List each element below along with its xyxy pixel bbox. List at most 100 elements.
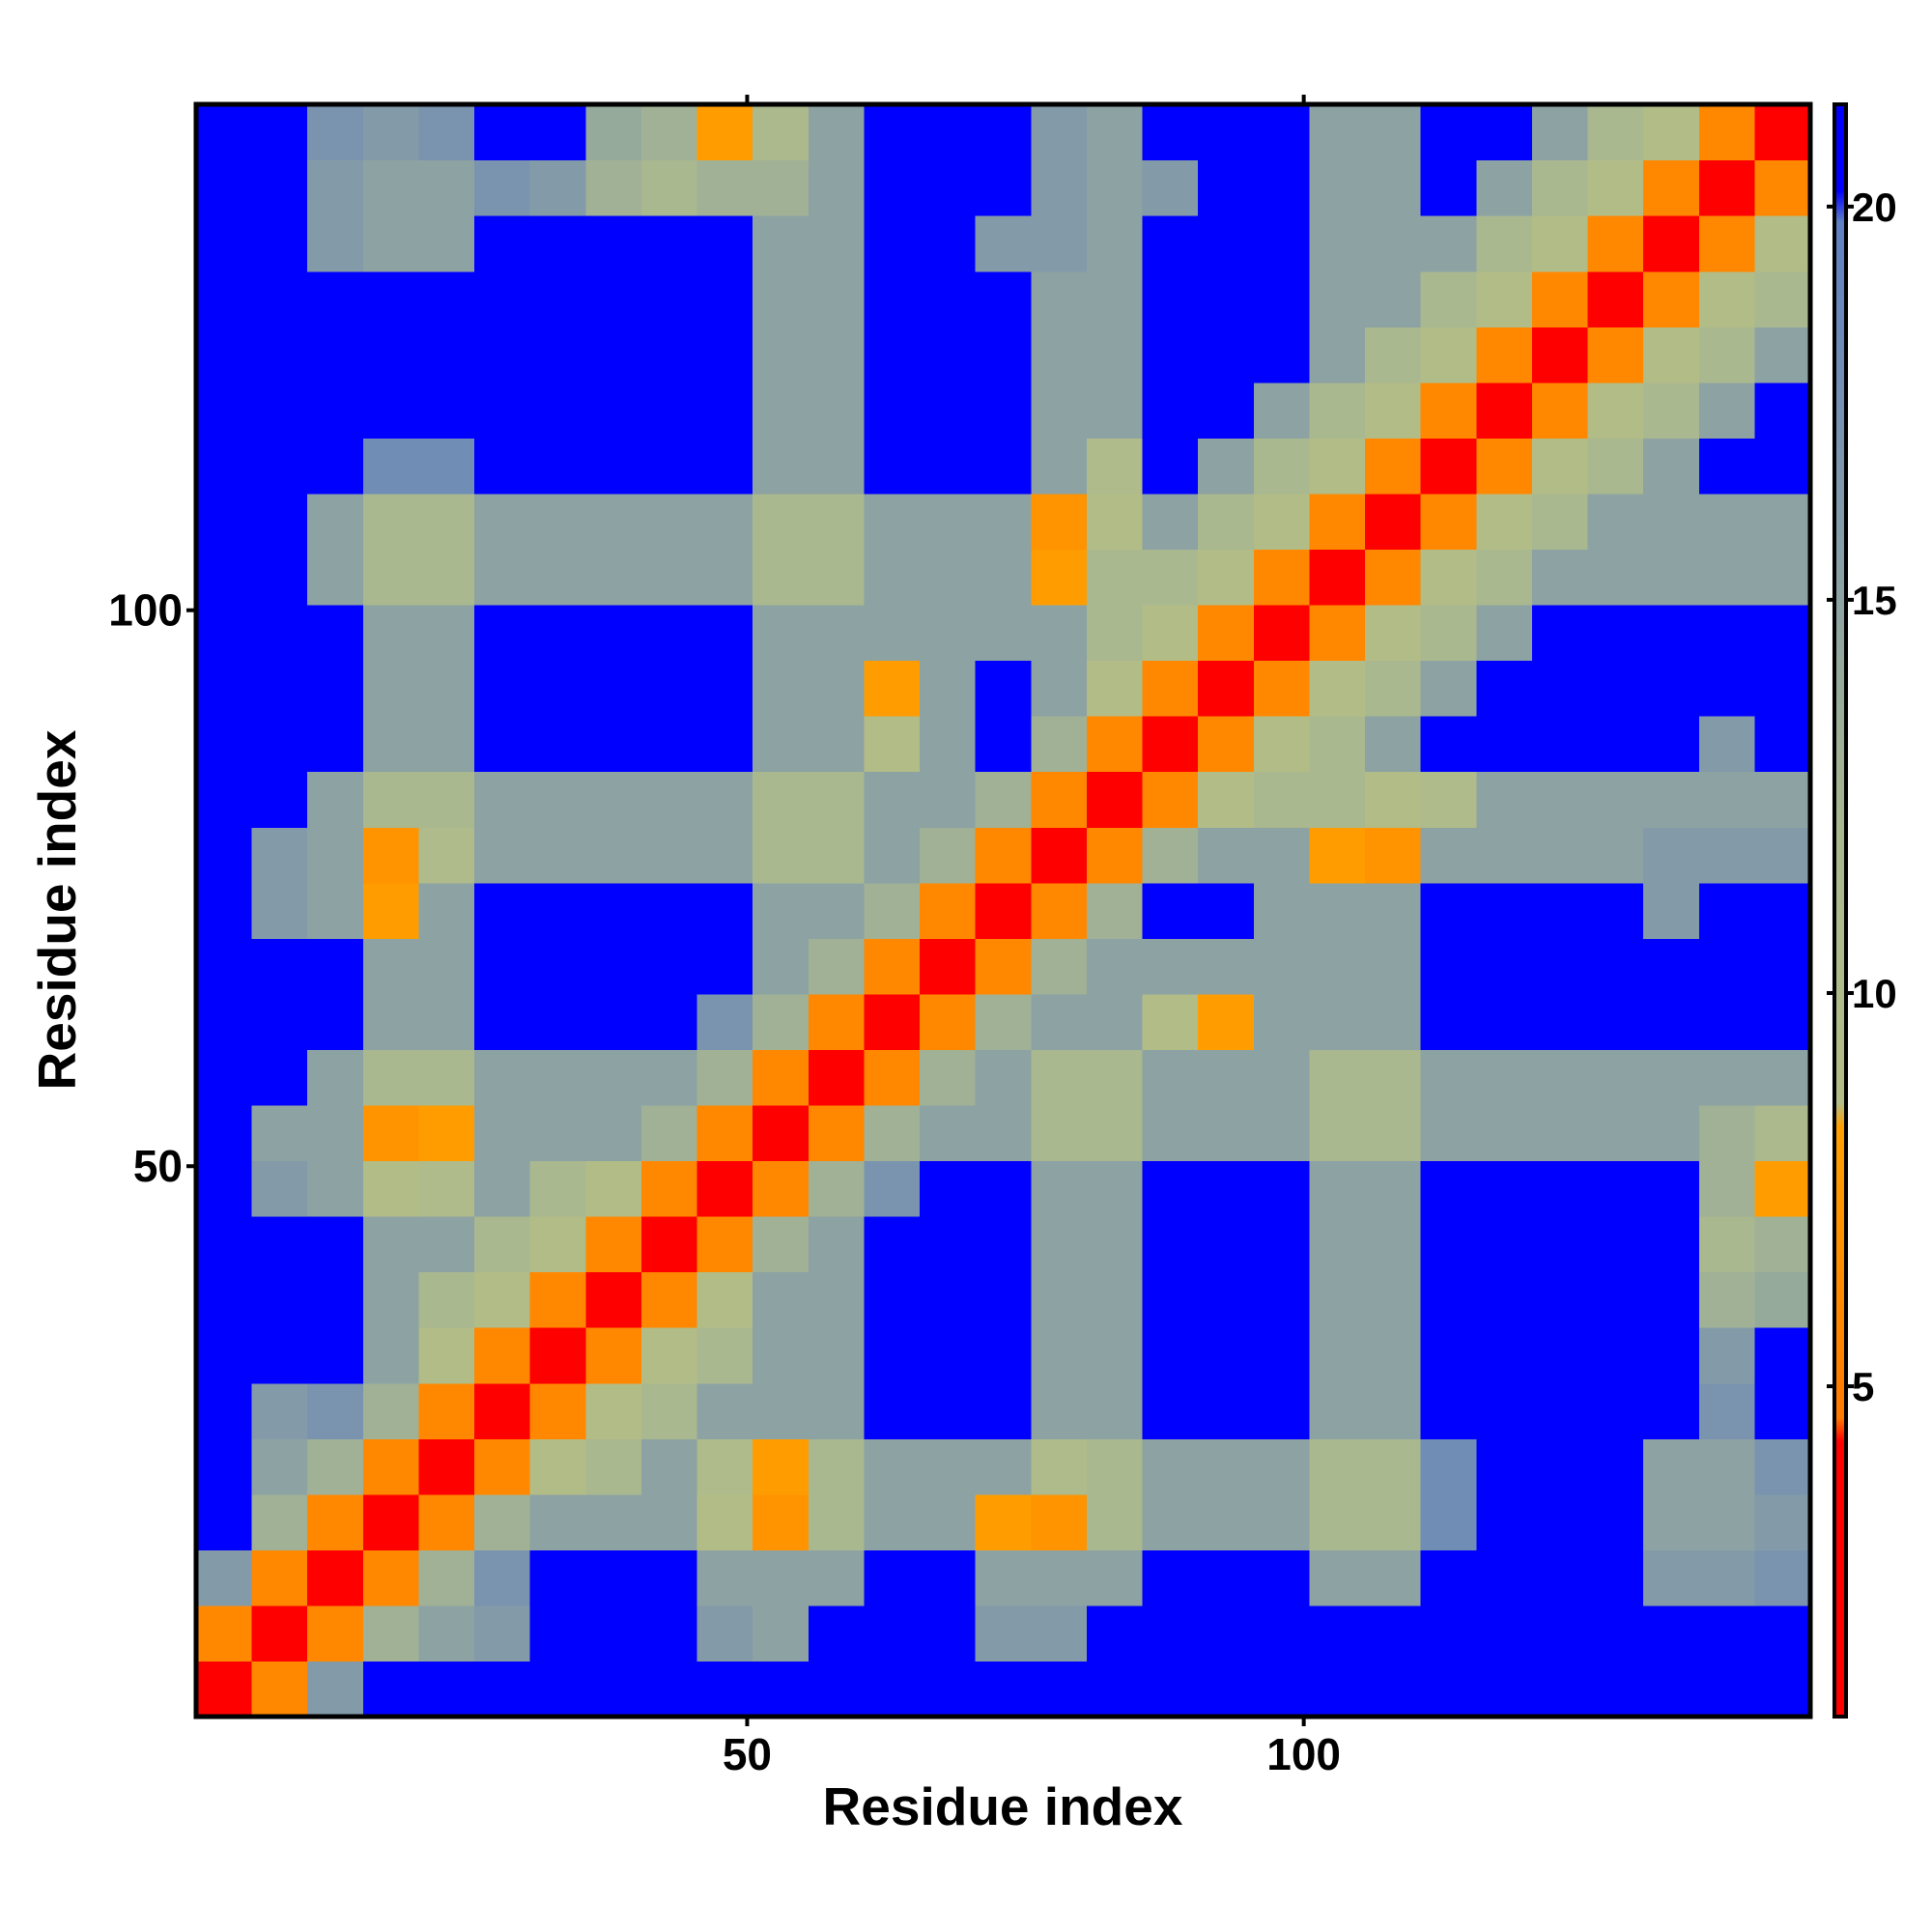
heatmap-cell [1698, 1661, 1755, 1718]
heatmap-cell [1587, 1327, 1644, 1384]
heatmap-cell [1365, 104, 1422, 161]
heatmap-cell [808, 270, 866, 327]
heatmap-cell [474, 270, 531, 327]
heatmap-cell [1643, 1049, 1700, 1106]
heatmap-cell [474, 215, 531, 272]
heatmap-cell [362, 1160, 420, 1217]
heatmap-cell [920, 1104, 977, 1162]
heatmap-cell [1698, 1216, 1755, 1273]
heatmap-cells [196, 104, 1811, 1718]
heatmap-cell [1086, 1104, 1144, 1162]
heatmap-cell [696, 1438, 753, 1495]
heatmap-cell [418, 549, 475, 606]
heatmap-cell [1587, 159, 1644, 216]
heatmap-cell [1198, 327, 1255, 384]
heatmap-cell [1309, 771, 1366, 828]
heatmap-cell [1531, 1438, 1589, 1495]
heatmap-cell [418, 1104, 475, 1162]
heatmap-cell [307, 827, 364, 884]
heatmap-cell [418, 104, 475, 161]
heatmap-cell [1365, 1327, 1422, 1384]
heatmap-cell [696, 104, 753, 161]
heatmap-cell [1031, 382, 1088, 439]
heatmap-cell [307, 660, 364, 717]
y-axis-title: Residue index [27, 729, 87, 1090]
heatmap-cell [1142, 270, 1199, 327]
heatmap-cell [529, 716, 586, 773]
heatmap-cell [1531, 1216, 1589, 1273]
heatmap-cell [307, 938, 364, 995]
heatmap-cell [251, 215, 308, 272]
heatmap-cell [920, 104, 977, 161]
heatmap-cell [1476, 993, 1533, 1050]
heatmap-cell [1643, 993, 1700, 1050]
heatmap-cell [585, 1160, 642, 1217]
heatmap-cell [1587, 493, 1644, 551]
heatmap-cell [1253, 1438, 1311, 1495]
heatmap-cell [1754, 1104, 1811, 1162]
heatmap-cell [1031, 1271, 1088, 1328]
heatmap-cell [1198, 549, 1255, 606]
heatmap-cell [1754, 1216, 1811, 1273]
heatmap-cell [1587, 882, 1644, 939]
heatmap-cell [920, 270, 977, 327]
heatmap-cell [307, 270, 364, 327]
heatmap-cell [1031, 215, 1088, 272]
heatmap-cell [1643, 604, 1700, 662]
heatmap-cell [1086, 215, 1144, 272]
heatmap-cell [1365, 270, 1422, 327]
heatmap-cell [1754, 660, 1811, 717]
heatmap-cell [474, 159, 531, 216]
heatmap-cell [1643, 549, 1700, 606]
heatmap-cell [307, 104, 364, 161]
heatmap-cell [975, 1493, 1032, 1550]
heatmap-cell [362, 1493, 420, 1550]
heatmap-cell [1365, 549, 1422, 606]
heatmap-cell [251, 1271, 308, 1328]
heatmap-cell [474, 660, 531, 717]
heatmap-cell [1531, 1271, 1589, 1328]
heatmap-cell [808, 1271, 866, 1328]
heatmap-cell [362, 1216, 420, 1273]
heatmap-cell [1198, 604, 1255, 662]
heatmap-cell [753, 270, 810, 327]
heatmap-cell [474, 549, 531, 606]
heatmap-cell [1531, 604, 1589, 662]
y-tick-label: 100 [108, 585, 183, 636]
heatmap-cell [1309, 1549, 1366, 1606]
heatmap-cell [1086, 493, 1144, 551]
heatmap-cell [1198, 104, 1255, 161]
heatmap-cell [808, 1104, 866, 1162]
heatmap-cell [696, 215, 753, 272]
heatmap-cell [753, 1327, 810, 1384]
heatmap-cell [1086, 660, 1144, 717]
heatmap-cell [1309, 493, 1366, 551]
heatmap-cell [474, 104, 531, 161]
heatmap-cell [418, 438, 475, 495]
heatmap-cell [1754, 716, 1811, 773]
heatmap-cell [1531, 270, 1589, 327]
heatmap-cell [1643, 1438, 1700, 1495]
heatmap-cell [1309, 716, 1366, 773]
y-tick-label: 50 [133, 1141, 183, 1191]
heatmap-cell [1587, 1661, 1644, 1718]
heatmap-cell [753, 771, 810, 828]
heatmap-cell [1086, 270, 1144, 327]
heatmap-cell [1643, 382, 1700, 439]
heatmap-cell [1086, 104, 1144, 161]
heatmap-cell [1587, 1104, 1644, 1162]
heatmap-cell [1420, 493, 1477, 551]
heatmap-cell [1309, 938, 1366, 995]
heatmap-cell [1198, 1493, 1255, 1550]
heatmap-cell [1031, 771, 1088, 828]
heatmap-cell [1031, 1104, 1088, 1162]
heatmap-cell [251, 1382, 308, 1439]
heatmap-cell [640, 1493, 698, 1550]
heatmap-cell [1031, 660, 1088, 717]
heatmap-cell [251, 1493, 308, 1550]
heatmap-cell [1031, 1661, 1088, 1718]
heatmap-cell [251, 549, 308, 606]
heatmap-cell [196, 1438, 253, 1495]
heatmap-cell [1476, 1493, 1533, 1550]
heatmap-cell [251, 1438, 308, 1495]
